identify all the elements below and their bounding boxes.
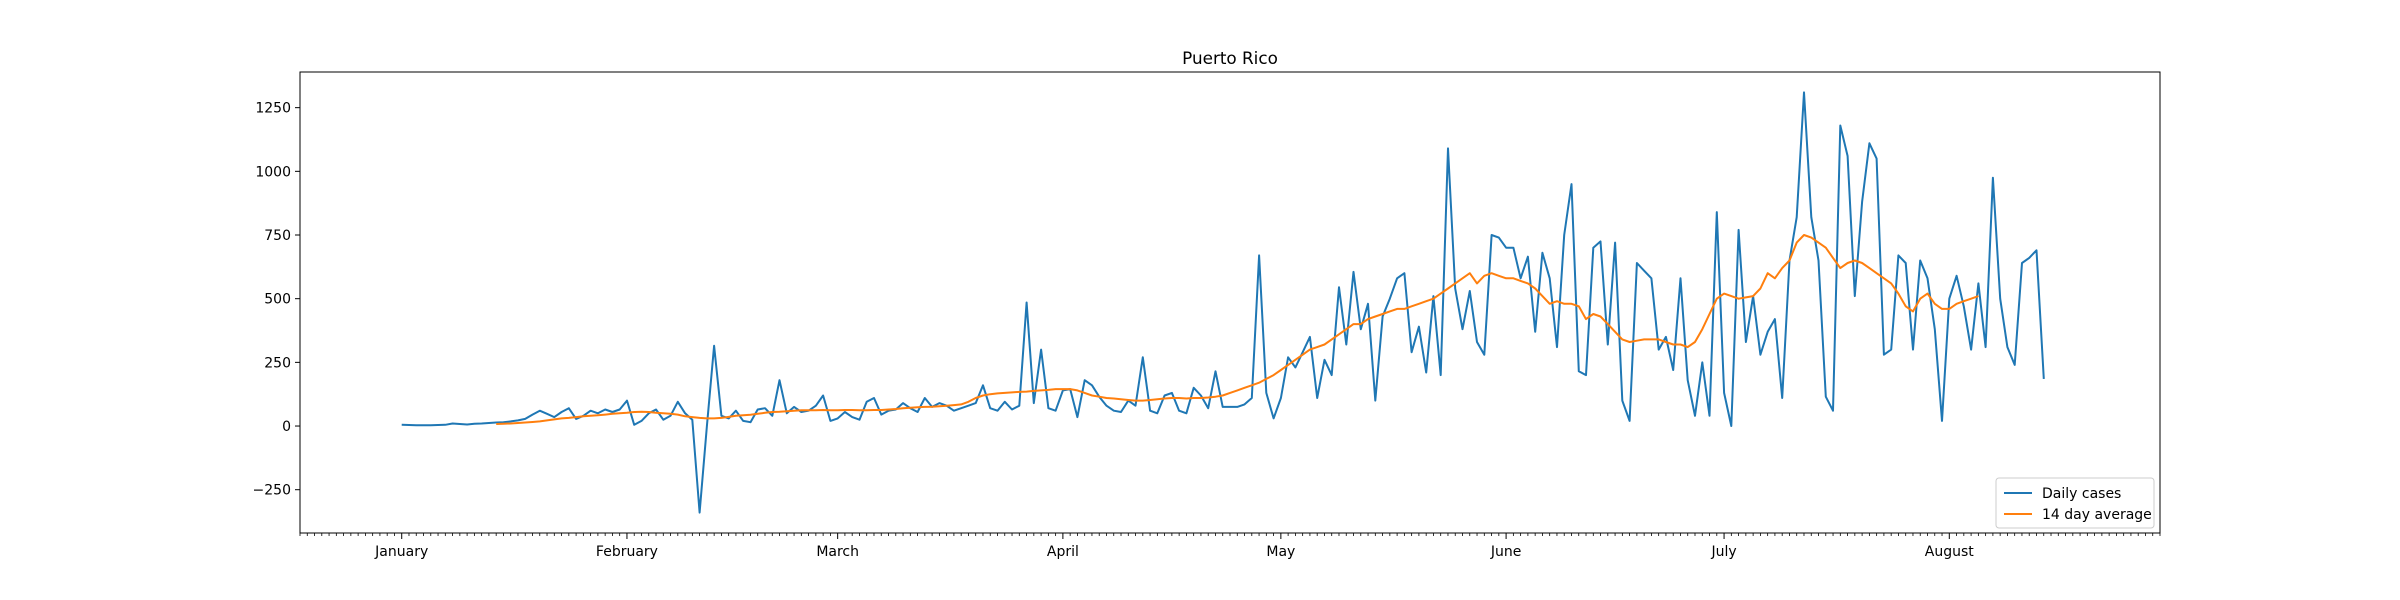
y-tick-label: 0: [282, 419, 291, 435]
y-tick-label: 750: [264, 228, 291, 244]
x-tick-label: April: [1047, 544, 1079, 560]
chart-title: Puerto Rico: [1182, 48, 1278, 68]
x-tick-label: January: [374, 544, 428, 560]
series-line-daily-cases: [401, 91, 2045, 514]
y-tick-label: −250: [253, 483, 291, 499]
x-tick-label: August: [1925, 544, 1975, 560]
series-line-14-day-average: [496, 234, 1979, 425]
y-tick-label: 1250: [255, 101, 291, 117]
plot-area: [401, 91, 2045, 514]
x-axis: January February March April May June July Augu…: [299, 533, 2161, 560]
x-tick-label: May: [1266, 544, 1295, 560]
y-tick-label: 250: [264, 355, 291, 371]
legend-label-daily-cases: Daily cases: [2042, 486, 2121, 502]
y-tick-label: 500: [264, 292, 291, 308]
legend-box: [1995, 477, 2155, 529]
x-tick-label: June: [1490, 544, 1522, 560]
legend-label-14-day-average: 14 day average: [2042, 507, 2152, 523]
y-axis: −250 0 250 500 750 1000 1250: [253, 101, 300, 499]
legend: Daily cases 14 day average: [1995, 477, 2155, 529]
x-tick-label: March: [816, 544, 859, 560]
x-tick-label: February: [596, 544, 658, 560]
x-tick-label: July: [1710, 544, 1736, 560]
y-tick-label: 1000: [255, 164, 291, 180]
